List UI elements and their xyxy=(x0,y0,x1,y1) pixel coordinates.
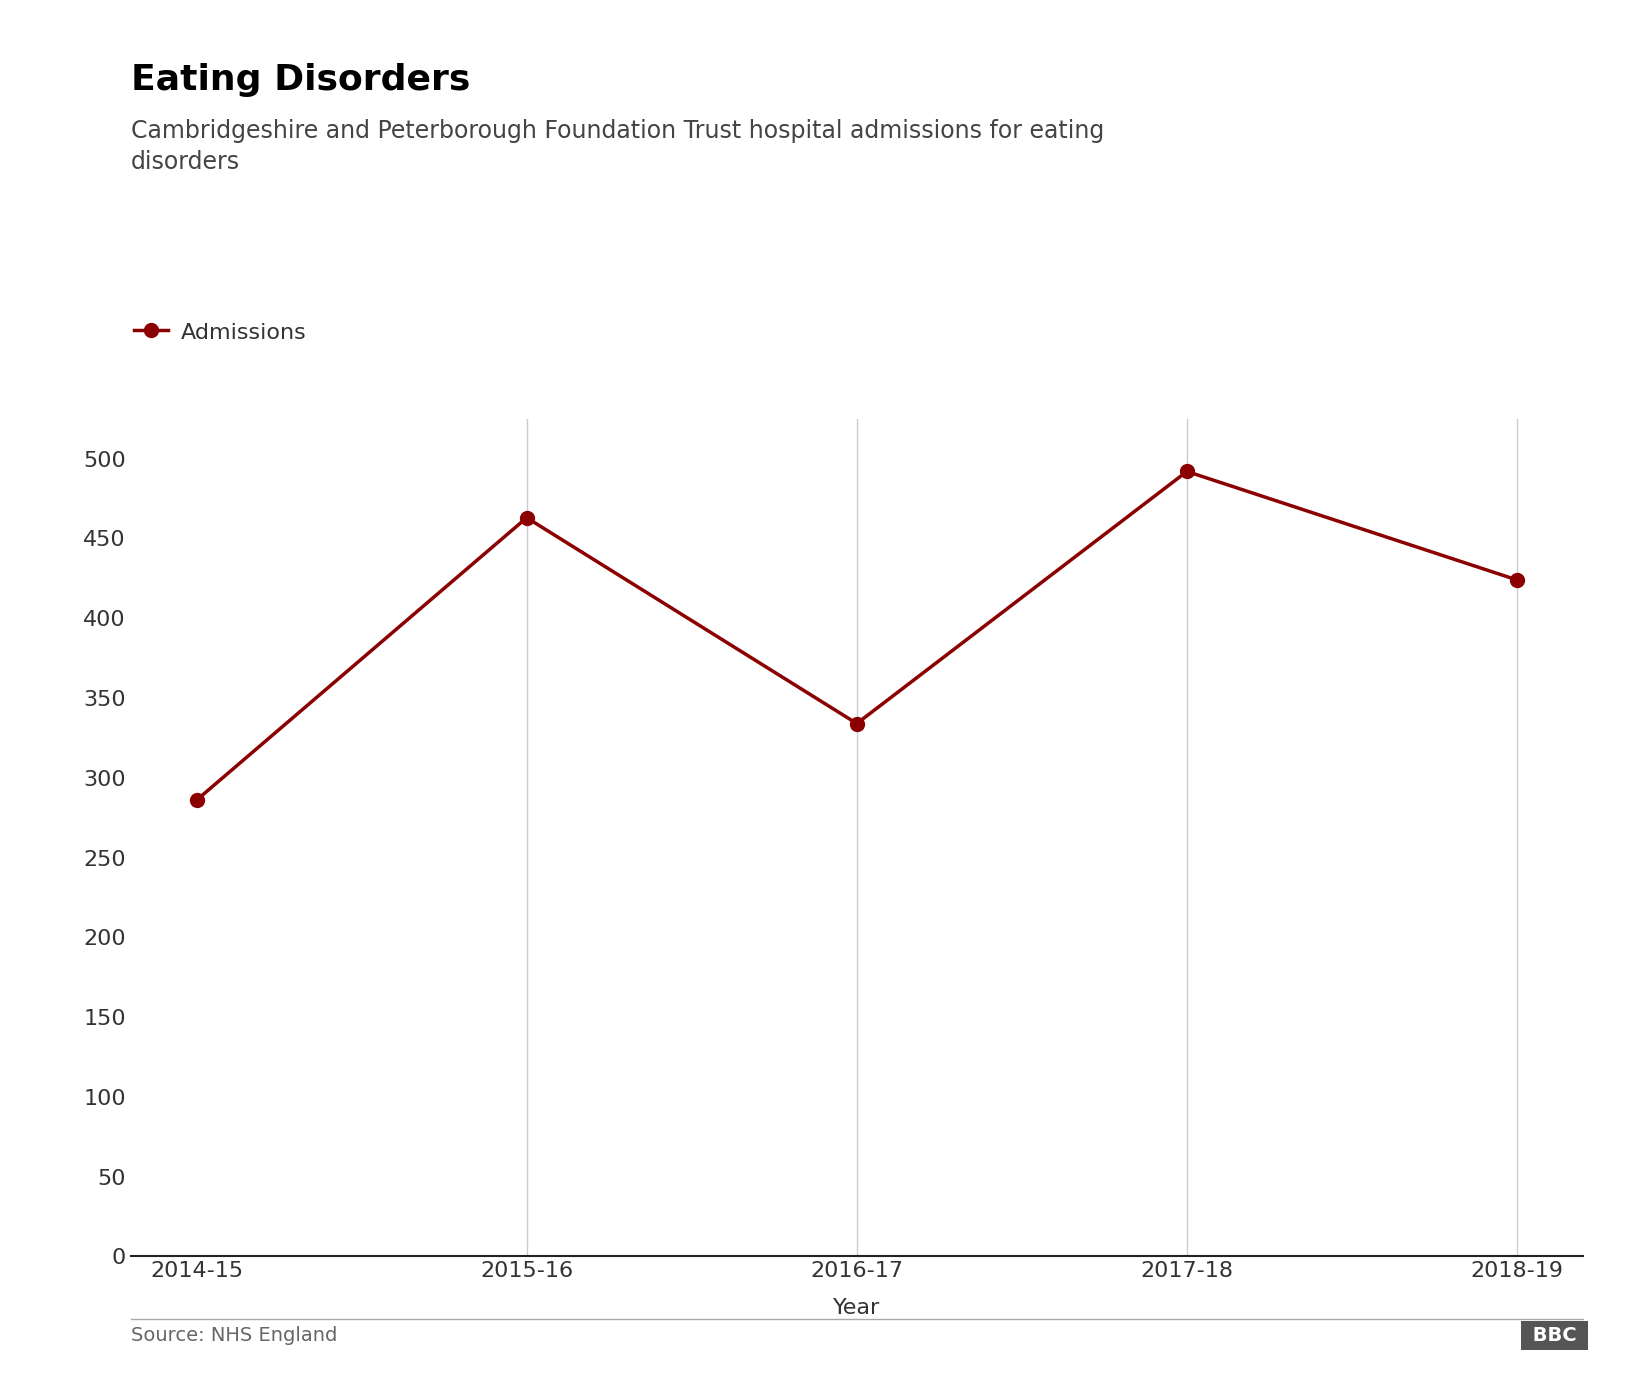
Text: Cambridgeshire and Peterborough Foundation Trust hospital admissions for eating
: Cambridgeshire and Peterborough Foundati… xyxy=(131,119,1103,174)
Text: Eating Disorders: Eating Disorders xyxy=(131,63,470,96)
Text: BBC: BBC xyxy=(1526,1326,1583,1346)
X-axis label: Year: Year xyxy=(834,1298,880,1318)
Legend: Admissions: Admissions xyxy=(134,321,307,342)
Text: Source: NHS England: Source: NHS England xyxy=(131,1326,336,1346)
